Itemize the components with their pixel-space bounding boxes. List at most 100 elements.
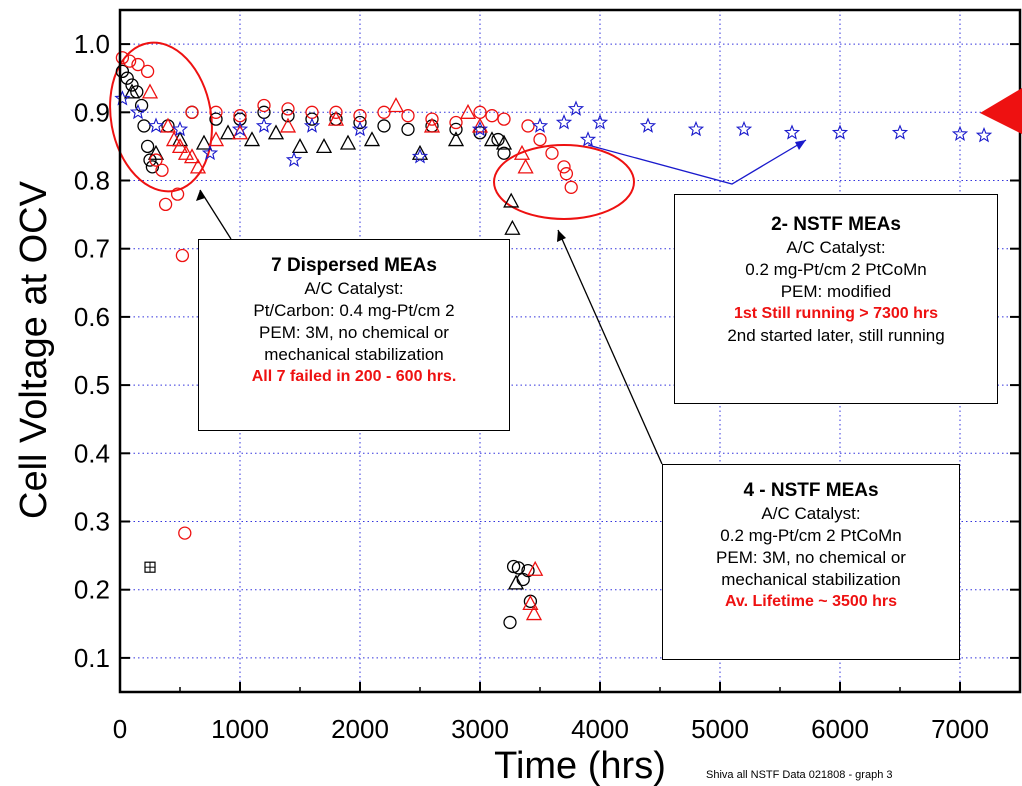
annotation-highlight: All 7 failed in 200 - 600 hrs. xyxy=(251,368,457,385)
data-point-s2 xyxy=(178,526,192,540)
y-tick-label: 0.2 xyxy=(74,575,110,605)
data-point-s0 xyxy=(511,561,526,575)
data-point-s3 xyxy=(423,117,441,133)
data-point-s2 xyxy=(115,51,130,65)
data-point-s4 xyxy=(687,120,705,137)
data-point-s3 xyxy=(189,158,207,174)
y-tick-label: 0.7 xyxy=(74,234,110,264)
x-tick-label: 6000 xyxy=(811,714,869,744)
data-point-s2 xyxy=(377,105,391,119)
data-point-s2 xyxy=(281,102,295,116)
data-point-s2 xyxy=(140,64,155,79)
data-point-s2 xyxy=(131,57,145,72)
data-point-s3 xyxy=(387,97,405,113)
data-point-s0 xyxy=(506,559,521,574)
data-point-s0 xyxy=(140,139,155,154)
data-point-s2 xyxy=(175,248,190,263)
data-point-s4 xyxy=(591,113,609,130)
y-tick-label: 0.5 xyxy=(74,370,110,400)
data-point-s4 xyxy=(471,120,489,137)
callout-lines xyxy=(109,41,807,465)
data-point-s0 xyxy=(115,64,130,79)
data-point-s0 xyxy=(353,115,367,130)
data-point-s2 xyxy=(305,105,319,119)
data-point-s0 xyxy=(521,563,535,578)
data-point-s4 xyxy=(975,126,993,143)
data-point-s3 xyxy=(525,605,543,621)
data-point-s2 xyxy=(209,105,223,119)
data-point-s1 xyxy=(503,192,520,208)
data-point-s2 xyxy=(449,115,463,130)
data-point-s3 xyxy=(207,131,225,147)
data-point-s2 xyxy=(158,197,173,212)
data-point-s2 xyxy=(545,146,559,160)
data-point-s0 xyxy=(134,98,149,113)
x-tick-label: 1000 xyxy=(211,714,269,744)
data-point-s2 xyxy=(485,109,499,123)
data-point-s0 xyxy=(449,122,463,137)
y-tick-label: 0.8 xyxy=(74,166,110,196)
x-tick-label: 3000 xyxy=(451,714,509,744)
data-point-s3 xyxy=(159,117,177,133)
data-point-s4 xyxy=(303,117,321,133)
data-point-s3 xyxy=(522,594,539,610)
data-point-s2 xyxy=(257,98,271,113)
data-point-s0 xyxy=(125,78,139,92)
data-point-s4 xyxy=(129,103,147,120)
data-point-s1 xyxy=(447,131,465,147)
data-point-s2 xyxy=(329,105,343,119)
data-point-s3 xyxy=(165,131,183,147)
data-point-s2 xyxy=(559,167,574,181)
annotation-nstf-2: 2- NSTF MEAs A/C Catalyst: 0.2 mg-Pt/cm … xyxy=(674,194,998,404)
data-point-s1 xyxy=(315,138,333,154)
x-tick-label: 7000 xyxy=(931,714,989,744)
y-tick-label: 0.4 xyxy=(74,438,110,468)
x-tick-label: 4000 xyxy=(571,714,629,744)
data-point-s4 xyxy=(735,120,753,137)
data-point-s3 xyxy=(459,103,477,119)
annotation-line: A/C Catalyst: xyxy=(761,504,861,523)
data-point-s4 xyxy=(255,117,273,133)
data-point-s4 xyxy=(411,148,429,164)
data-point-s3 xyxy=(183,148,201,164)
annotation-line: PEM: 3M, no chemical or xyxy=(716,548,906,567)
data-point-s2 xyxy=(122,54,137,68)
data-point-s0 xyxy=(145,160,160,174)
y-tick-label: 0.6 xyxy=(74,302,110,332)
data-point-s4 xyxy=(831,124,849,140)
x-axis-label: Time (hrs) xyxy=(494,745,666,786)
data-point-s2 xyxy=(155,163,169,177)
data-point-s0 xyxy=(473,126,487,140)
data-point-s2 xyxy=(533,132,547,147)
data-point-s1 xyxy=(339,134,357,150)
annotation-line: PEM: modified xyxy=(780,282,892,301)
data-point-s1 xyxy=(504,219,521,235)
callout-line-blue xyxy=(587,139,807,185)
data-point-s4 xyxy=(783,124,801,140)
annotation-line: mechanical stabilization xyxy=(721,570,901,589)
data-point-s1 xyxy=(147,144,165,160)
data-point-s0 xyxy=(281,109,295,123)
arrowhead-icon xyxy=(795,140,806,150)
data-point-s3 xyxy=(513,144,531,160)
annotation-line: A/C Catalyst: xyxy=(304,279,404,298)
annotation-nstf-4-title: 4 - NSTF MEAs xyxy=(743,480,879,501)
arrowhead-icon xyxy=(196,190,205,201)
data-point-s4 xyxy=(285,151,303,167)
data-point-s1 xyxy=(507,574,525,590)
axis-ticks: 0 1000 2000 3000 4000 5000 6000 7000 0.1 0.2 0.3 0.… xyxy=(74,29,1020,744)
data-point-s1 xyxy=(123,83,141,99)
data-point-s2 xyxy=(564,180,578,194)
data-point-s2 xyxy=(353,109,367,123)
annotation-highlight: 1st Still running > 7300 hrs xyxy=(733,305,939,322)
annotation-line: mechanical stabilization xyxy=(264,345,444,364)
data-point-s2 xyxy=(170,187,185,201)
data-point-s1 xyxy=(243,131,261,147)
data-point-s3 xyxy=(177,144,195,160)
arrowhead-icon xyxy=(557,230,566,242)
annotation-line: 0.2 mg-Pt/cm 2 PtCoMn xyxy=(745,260,927,279)
data-point-s4 xyxy=(201,144,219,161)
data-point-s0 xyxy=(305,112,319,126)
highlight-ellipse xyxy=(109,41,213,193)
data-point-s0 xyxy=(143,153,157,167)
